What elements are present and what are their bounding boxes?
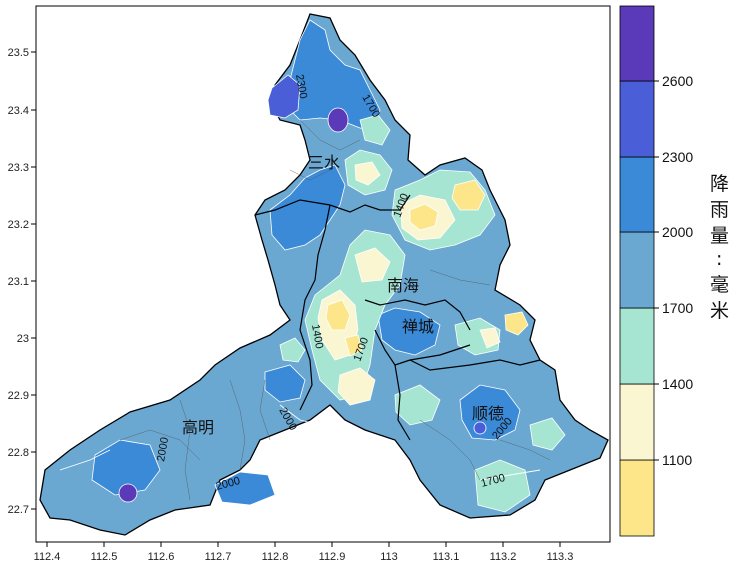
place-labels: 三水 南海 禅城 高明 顺德 bbox=[182, 153, 504, 437]
contour-label: 2300 bbox=[293, 73, 309, 99]
x-tick-label: 113.2 bbox=[490, 551, 517, 563]
band-1700-east-small bbox=[529, 417, 566, 451]
legend-title-char: 雨 bbox=[710, 199, 729, 221]
legend-swatch bbox=[619, 80, 655, 158]
band-1100-ne2 bbox=[451, 179, 486, 211]
legend-colorbar: 1100 1400 1700 2000 2300 2600 bbox=[619, 5, 693, 537]
place-gaoming: 高明 bbox=[182, 418, 214, 437]
district-boundaries bbox=[254, 194, 541, 441]
contour-line-3 bbox=[479, 469, 541, 481]
band-1100 bbox=[325, 179, 529, 357]
boundary-nanhai-west bbox=[299, 204, 331, 411]
band-2900-north bbox=[327, 107, 349, 133]
legend-title-char: 降 bbox=[710, 173, 729, 195]
legend-title-char: 量 bbox=[710, 225, 729, 247]
place-chancheng: 禅城 bbox=[402, 317, 434, 336]
legend-swatch bbox=[619, 459, 655, 537]
band-1700-small bbox=[279, 337, 306, 363]
x-tick-label: 113.3 bbox=[547, 551, 574, 563]
contour-lines bbox=[59, 404, 541, 481]
township-line-5 bbox=[299, 119, 361, 151]
legend-title-char: 米 bbox=[710, 300, 729, 322]
boundary-sanshui-nanhai bbox=[254, 194, 411, 216]
band-1400-center bbox=[354, 247, 391, 283]
contour-line-2 bbox=[279, 404, 321, 426]
x-tick-label: 113.1 bbox=[433, 551, 460, 563]
x-axis: 112.4 112.5 112.6 112.7 112.8 112.9 113 … bbox=[34, 542, 574, 563]
legend-swatch bbox=[619, 307, 655, 385]
y-tick-label: 23 bbox=[17, 333, 29, 345]
y-tick-label: 22.9 bbox=[8, 390, 29, 402]
x-tick-label: 112.9 bbox=[319, 551, 346, 563]
x-tick-label: 112.4 bbox=[34, 551, 61, 563]
band-2300-gaoming-west bbox=[91, 439, 161, 496]
place-shunde: 顺德 bbox=[472, 404, 504, 423]
band-2300-chancheng bbox=[377, 307, 441, 356]
legend-tick-label: 2600 bbox=[662, 73, 693, 89]
boundary-shunde-north bbox=[409, 359, 541, 371]
township-boundaries bbox=[119, 119, 551, 501]
township-line-4 bbox=[259, 379, 271, 441]
township-line-2 bbox=[179, 399, 191, 501]
contour-line-1 bbox=[59, 449, 111, 471]
y-axis: 23.5 23.4 23.3 23.2 23.1 23 22.9 22.8 22… bbox=[8, 47, 36, 516]
y-tick-label: 23.2 bbox=[8, 219, 29, 231]
legend-swatch bbox=[619, 156, 655, 233]
x-tick-label: 112.6 bbox=[148, 551, 175, 563]
band-1100-east bbox=[504, 311, 529, 336]
place-sanshui: 三水 bbox=[308, 153, 340, 172]
band-1700-north bbox=[359, 114, 391, 146]
legend-tick-label: 1700 bbox=[662, 300, 693, 316]
legend-tick-label: 2300 bbox=[662, 149, 693, 165]
band-2600-shunde bbox=[473, 421, 487, 435]
band-1700-se bbox=[474, 459, 531, 513]
legend-title-char: 毫 bbox=[710, 274, 729, 296]
band-1400-sanshui bbox=[354, 161, 381, 186]
township-line-9 bbox=[429, 269, 491, 286]
band-1100-nanhai bbox=[325, 299, 351, 331]
band-1400-east bbox=[479, 327, 501, 349]
legend-swatch bbox=[619, 231, 655, 309]
legend-title: 降 雨 量 : 毫 米 bbox=[710, 173, 729, 322]
x-tick-label: 112.8 bbox=[262, 551, 289, 563]
legend-tick-label: 1100 bbox=[662, 452, 692, 468]
boundary-chancheng-south bbox=[374, 329, 471, 366]
x-tick-label: 113 bbox=[380, 551, 398, 563]
legend-swatch bbox=[619, 383, 655, 461]
x-tick-label: 112.5 bbox=[91, 551, 118, 563]
y-tick-label: 23.5 bbox=[8, 47, 29, 59]
boundary-shunde-west bbox=[394, 364, 411, 441]
x-tick-label: 112.7 bbox=[205, 551, 232, 563]
legend-swatch bbox=[619, 5, 655, 82]
y-tick-label: 23.4 bbox=[8, 105, 29, 117]
band-2600 bbox=[118, 74, 487, 503]
place-nanhai: 南海 bbox=[387, 276, 419, 295]
y-tick-label: 22.7 bbox=[8, 504, 29, 516]
band-1100-small bbox=[344, 334, 363, 357]
township-line-1 bbox=[119, 429, 201, 461]
band-1400-south bbox=[337, 367, 376, 406]
band-2600-nw bbox=[267, 74, 301, 119]
band-2300-gaoming-south bbox=[214, 471, 276, 506]
band-1100-ne bbox=[409, 203, 439, 231]
township-line-7 bbox=[419, 419, 481, 481]
band-2900-south bbox=[118, 483, 138, 503]
township-line-3 bbox=[229, 379, 246, 471]
contour-label: 1400 bbox=[309, 323, 325, 349]
band-2300 bbox=[91, 19, 521, 506]
township-line-8 bbox=[499, 439, 551, 461]
legend-tick-label: 2000 bbox=[662, 224, 693, 240]
y-tick-label: 22.8 bbox=[8, 447, 29, 459]
band-2300-west bbox=[264, 364, 306, 403]
band-2300-sanshui bbox=[269, 164, 346, 251]
contour-label: 2000 bbox=[155, 436, 171, 462]
legend-title-char: : bbox=[716, 248, 722, 270]
band-1700-center bbox=[394, 384, 441, 426]
boundary-chancheng-north bbox=[364, 299, 471, 331]
y-tick-label: 23.3 bbox=[8, 162, 29, 174]
y-tick-label: 23.1 bbox=[8, 276, 29, 288]
township-line-6 bbox=[289, 169, 331, 181]
legend-tick-label: 1400 bbox=[662, 376, 693, 392]
